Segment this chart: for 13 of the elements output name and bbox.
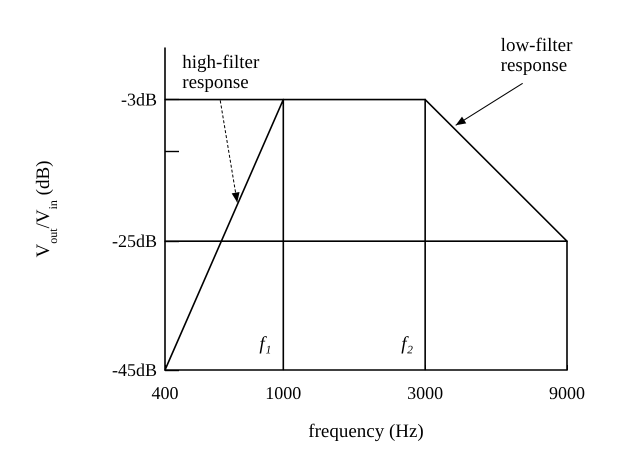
x-tick-label: 1000 (265, 383, 302, 403)
annotation: high-filter response (182, 52, 260, 94)
y-tick-label: -3dB (121, 90, 157, 110)
y-tick-label: -45dB (112, 360, 157, 380)
x-tick-label: 400 (152, 383, 178, 403)
x-tick-label: 9000 (549, 383, 585, 403)
y-axis-title: Vout/Vin (dB) (33, 160, 60, 258)
y-tick-label: -25dB (112, 231, 157, 252)
x-tick-label: 3000 (407, 383, 444, 403)
x-axis-title: frequency (Hz) (308, 421, 424, 442)
annotation: low-filter response (500, 34, 574, 76)
annotation: f₂ (401, 334, 414, 355)
annotation: f₁ (259, 334, 272, 355)
